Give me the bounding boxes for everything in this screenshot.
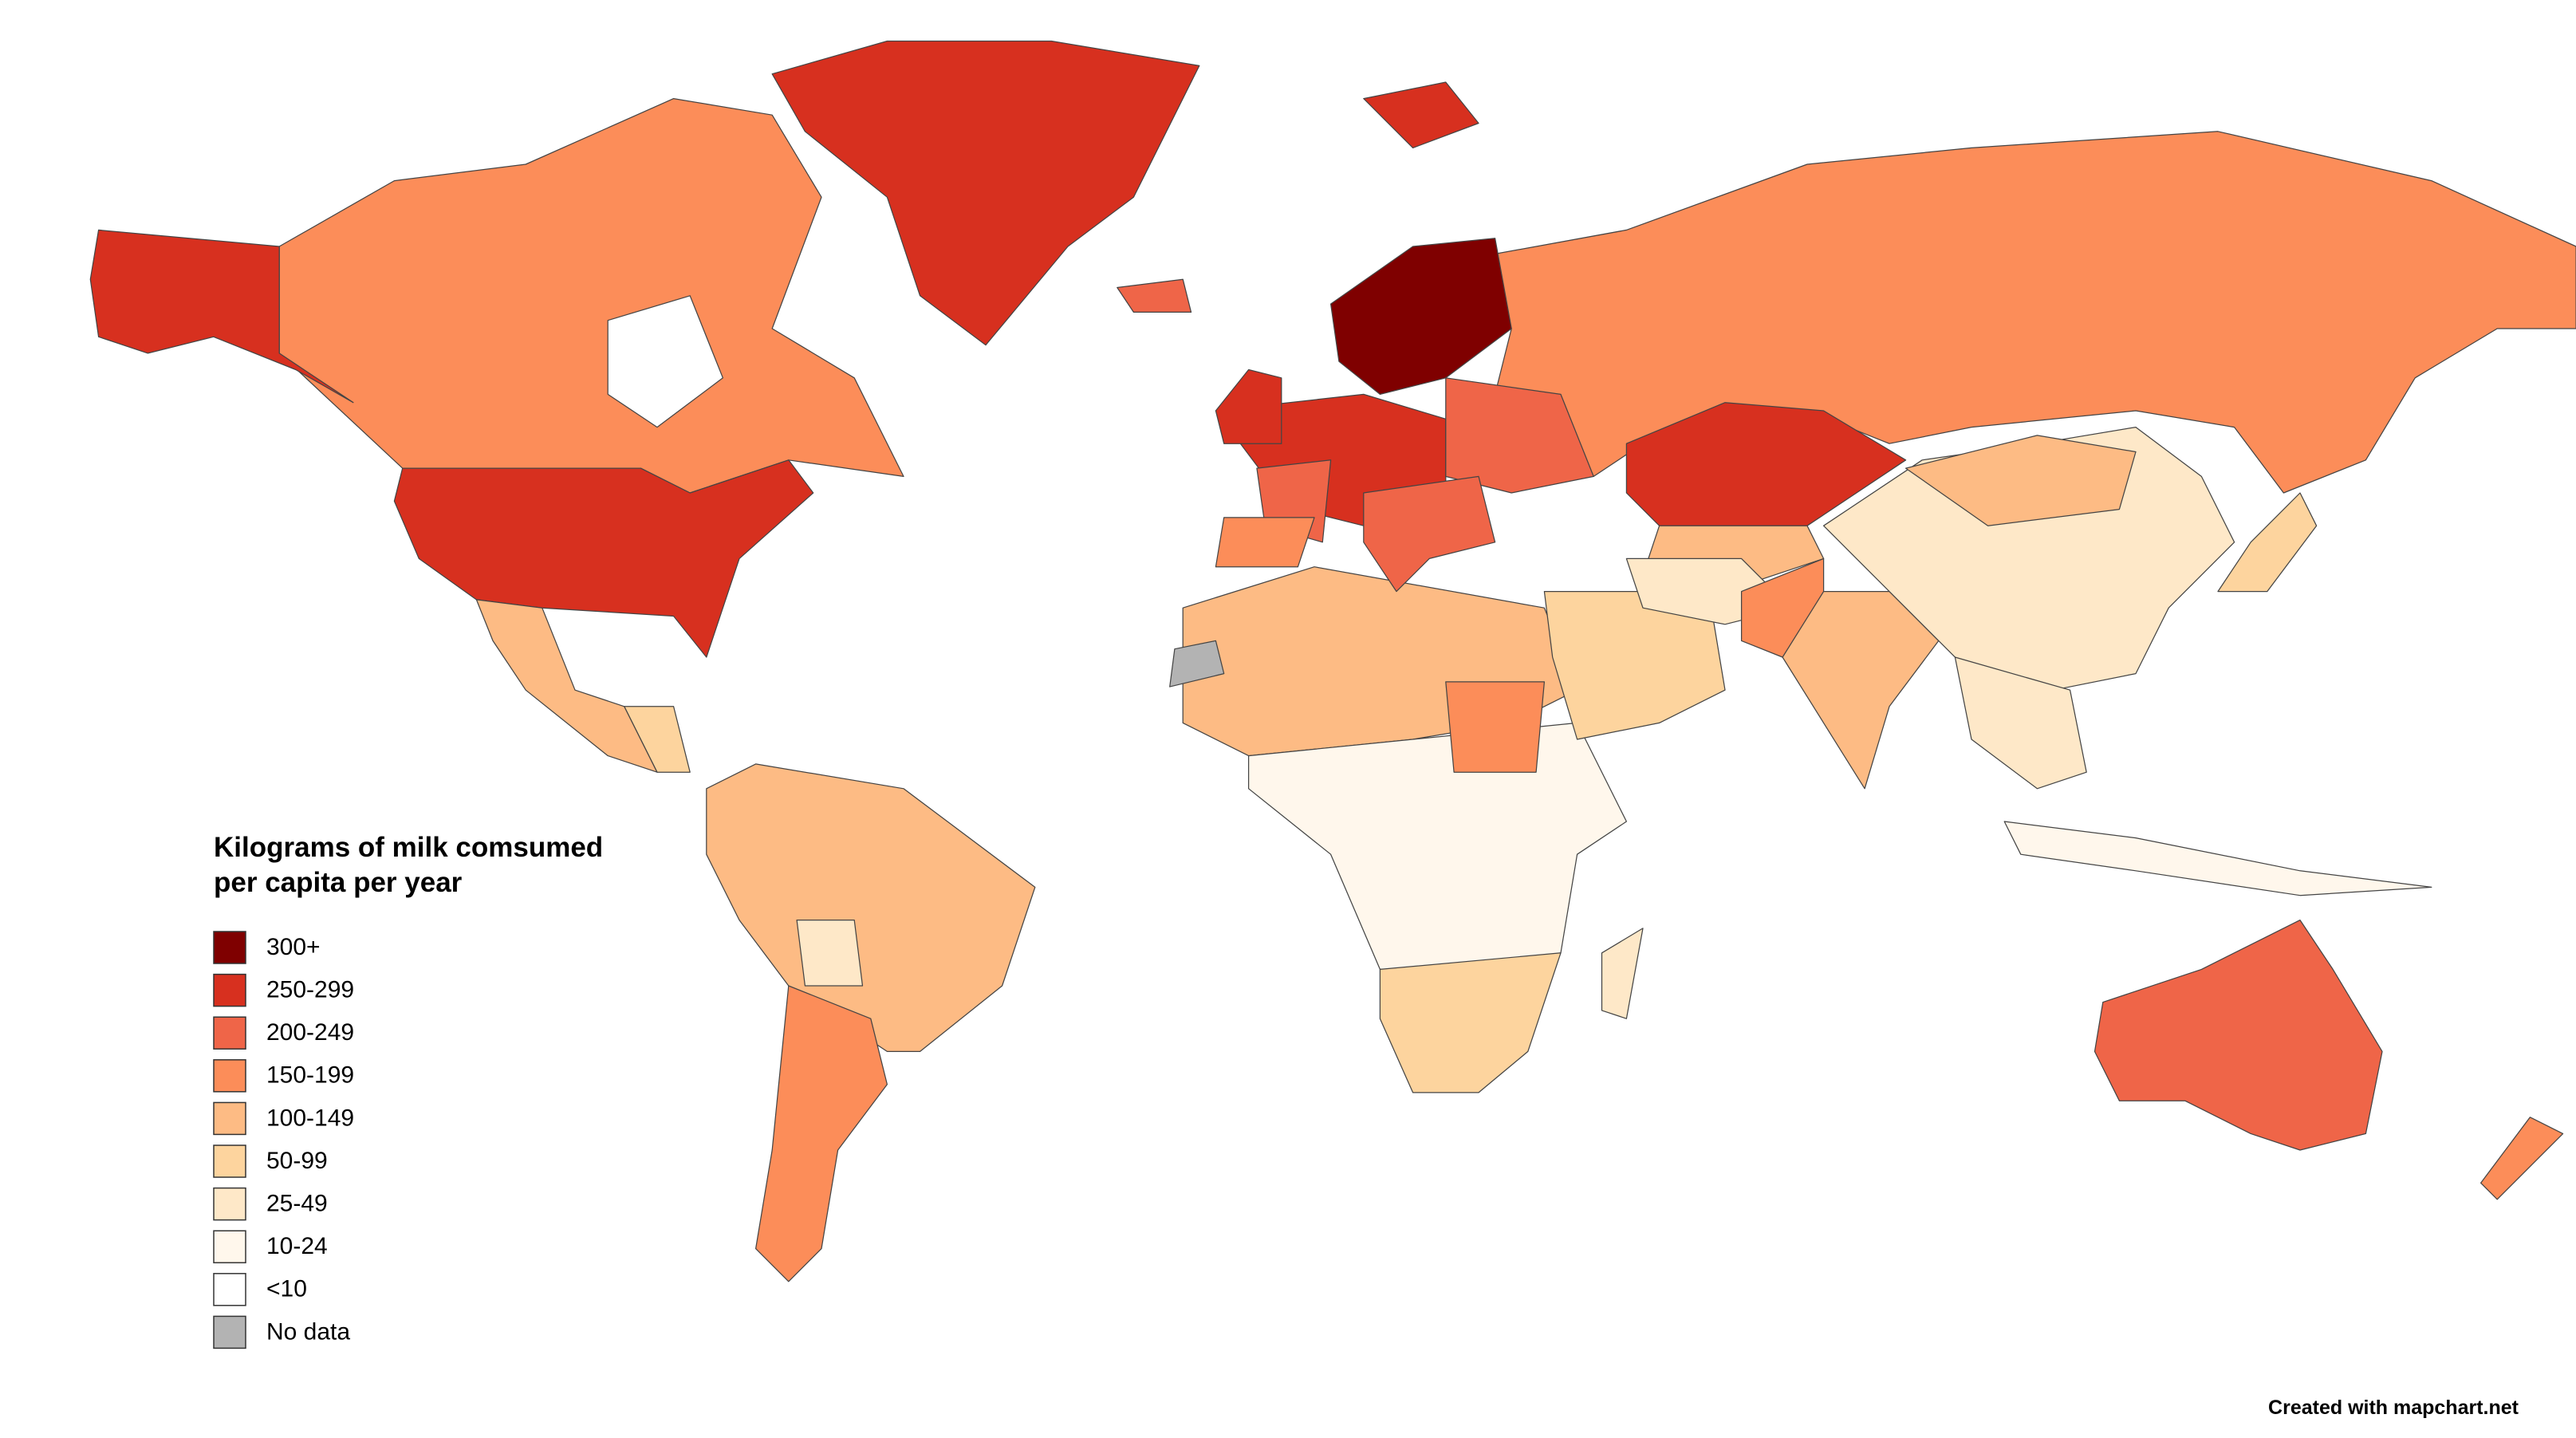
- japan: [2217, 492, 2318, 593]
- iceland: [1117, 278, 1192, 313]
- mongolia: [1904, 435, 2137, 526]
- brazil-region: [706, 763, 1036, 1053]
- countries: [89, 40, 2576, 1282]
- legend: Kilograms of milk comsumed per capita pe…: [213, 832, 603, 1349]
- legend-label: 250-299: [266, 977, 354, 1003]
- legend-label: 50-99: [266, 1148, 328, 1174]
- credit: Created with mapchart.net: [2268, 1397, 2519, 1419]
- legend-title: per capita per year: [214, 867, 463, 898]
- uk-ireland: [1215, 368, 1282, 444]
- legend-swatch: [213, 1144, 246, 1178]
- legend-swatch: [213, 973, 246, 1007]
- legend-title: Kilograms of milk comsumed: [214, 832, 603, 863]
- legend-swatch: [213, 1187, 246, 1221]
- southeast-asia: [1954, 656, 2087, 790]
- scandinavia: [1329, 238, 1512, 396]
- hudson-bay: [607, 295, 724, 428]
- western-sahara: [1169, 640, 1225, 687]
- legend-swatch: [213, 1101, 246, 1136]
- argentina: [754, 985, 888, 1282]
- legend-swatch: [213, 1230, 246, 1263]
- madagascar: [1601, 928, 1644, 1019]
- legend-swatch: [213, 1273, 246, 1306]
- legend-swatch: [213, 1315, 246, 1349]
- mexico: [475, 599, 658, 773]
- greenland: [771, 40, 1200, 346]
- new-zealand: [2479, 1117, 2564, 1200]
- usa: [393, 459, 814, 658]
- australia: [2093, 919, 2383, 1151]
- legend-label: 25-49: [266, 1191, 328, 1217]
- legend-label: 200-249: [266, 1019, 354, 1046]
- india: [1782, 590, 1940, 790]
- central-africa: [1247, 722, 1628, 971]
- legend-label: <10: [266, 1276, 307, 1302]
- southern-africa: [1379, 952, 1562, 1093]
- russia: [1445, 131, 2576, 494]
- legend-label: 150-199: [266, 1062, 354, 1089]
- legend-label: 10-24: [266, 1233, 328, 1259]
- eastern-europe: [1445, 377, 1594, 494]
- alaska: [89, 229, 354, 404]
- iberia: [1215, 517, 1315, 568]
- svalbard: [1363, 81, 1479, 149]
- legend-swatch: [213, 1016, 246, 1050]
- legend-swatch: [213, 931, 246, 964]
- legend-label: 100-149: [266, 1105, 354, 1131]
- kazakhstan: [1625, 402, 1907, 526]
- italy-balkans: [1363, 475, 1496, 593]
- bolivia: [796, 919, 864, 987]
- central-america: [624, 706, 691, 773]
- legend-label: No data: [266, 1318, 350, 1345]
- legend-label: 300+: [266, 934, 321, 960]
- indonesia: [2003, 821, 2432, 896]
- sudan: [1445, 681, 1546, 773]
- legend-swatch: [213, 1059, 246, 1093]
- canada: [278, 97, 904, 494]
